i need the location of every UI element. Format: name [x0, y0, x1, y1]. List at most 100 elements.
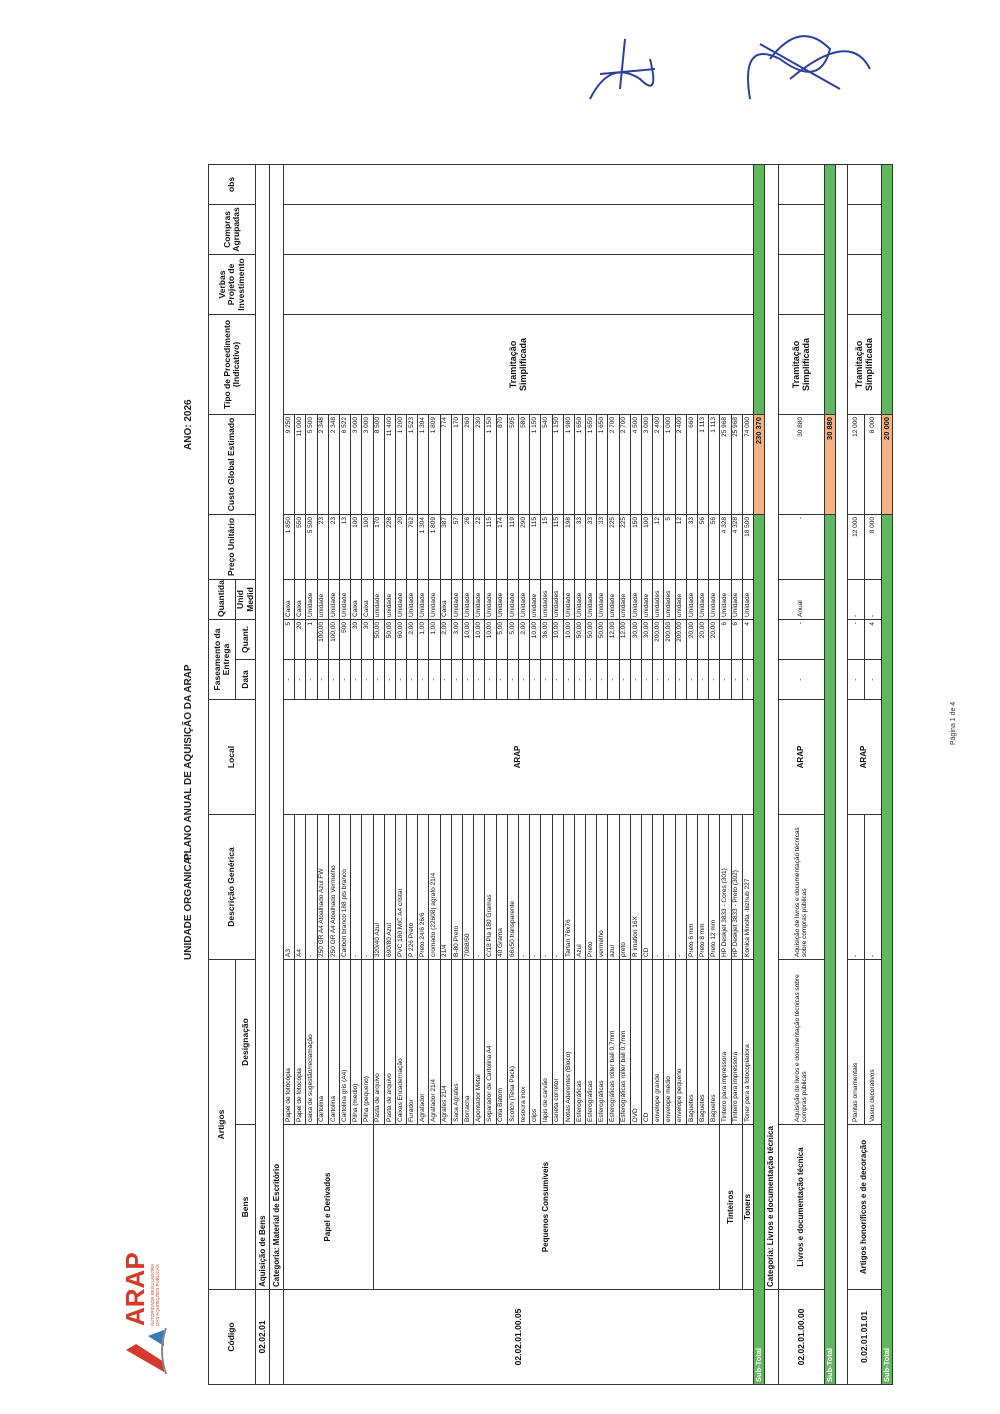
cell: 225 — [607, 514, 620, 580]
cell: 2,00 — [440, 619, 452, 660]
group-name: Pequenos Consumíveis — [373, 1124, 720, 1290]
cell: Plantas ornamentais — [847, 959, 865, 1125]
cell: - — [596, 659, 608, 700]
cell: 4 — [864, 619, 882, 660]
cell: 11 000 — [294, 414, 306, 515]
group-name: Artigos honoríficos e de decoração — [847, 1124, 882, 1290]
cell: Aquisição de livros e documentação técni… — [778, 959, 825, 1125]
cell: - — [731, 659, 743, 700]
header-cell: Compras Agrupadas — [208, 204, 256, 255]
cell: 2 400 — [675, 414, 687, 515]
cell: 60,00 — [395, 619, 407, 660]
cell: 1 304 — [417, 414, 429, 515]
subtotal-label: Sub-Total — [881, 514, 893, 1385]
cell: 1 150 — [552, 414, 564, 515]
cell: - — [652, 659, 664, 700]
cell: 30,00 — [630, 619, 642, 660]
cell: unidades — [663, 579, 676, 620]
cell: 119 — [507, 514, 519, 580]
cell: Borracha — [462, 959, 474, 1125]
item-code: 02.02.01.00.00 — [778, 1289, 825, 1385]
cell: unidade — [675, 579, 687, 620]
cell: lápis de carvão — [540, 959, 552, 1125]
cell: 18 500 — [742, 514, 754, 580]
cell: unidade — [619, 579, 631, 620]
cell: 1 200 — [395, 414, 407, 515]
table-row: Código Artigos Descrição Genérica Local Fase… — [208, 164, 256, 1385]
cell: 100 — [361, 514, 373, 580]
cell: Separador de Cartolina A4 — [484, 959, 497, 1125]
cell: - — [847, 659, 865, 700]
cell — [847, 164, 882, 205]
cell: - — [585, 659, 597, 700]
cell: Unidade — [596, 579, 608, 620]
header-cell: Local — [208, 699, 256, 815]
cell: - — [719, 659, 731, 700]
cell: - — [518, 814, 530, 960]
cell: Cartolina — [328, 959, 340, 1125]
cell — [778, 254, 825, 315]
cell: 2 348 — [328, 414, 340, 515]
cell: - — [641, 659, 653, 700]
cell: 115 — [552, 514, 564, 580]
cell: Unidade — [574, 579, 586, 620]
cell: 1 850 — [283, 514, 295, 580]
group-name: Tinteiros — [719, 1124, 743, 1290]
cell: - — [540, 659, 552, 700]
cell: 3 000 — [350, 414, 362, 515]
header-cell: Data — [235, 659, 256, 700]
cell: 50,00 — [585, 619, 597, 660]
cell: 228 — [384, 514, 396, 580]
cell: azul — [607, 814, 620, 960]
cell: 7088/50 — [462, 814, 474, 960]
cell: Unidade — [686, 579, 698, 620]
cell: - — [864, 814, 882, 960]
cell: 660 — [686, 414, 698, 515]
cell: 57 — [451, 514, 463, 580]
page-number: Página 1 de 4 — [950, 701, 957, 745]
cell: 2 700 — [607, 414, 620, 515]
cell: Preto 12 mm — [708, 814, 720, 960]
cell: 198 — [563, 514, 575, 580]
subtotal-value: 30 880 — [824, 414, 836, 515]
cell: Unidade — [563, 579, 575, 620]
procedure: Tramitação Simplificada — [283, 314, 754, 415]
cell: Esferográficas — [585, 959, 597, 1125]
cell: 30,00 — [641, 619, 653, 660]
table-row: 02.02.01.00.05 Papel e Derivados Papel de … — [283, 164, 754, 1385]
cell: 387 — [440, 514, 452, 580]
cell: - — [384, 659, 396, 700]
cell: 200,00 — [652, 619, 664, 660]
cell: 4 500 — [630, 414, 642, 515]
cell: unidades — [540, 579, 552, 620]
cell: 56 — [708, 514, 720, 580]
cell: unidade — [607, 579, 620, 620]
header-cell: obs — [208, 164, 256, 205]
local: ARAP — [778, 699, 825, 815]
cell: 2 348 — [317, 414, 329, 515]
cell: 6 522 — [339, 414, 351, 515]
cell: - — [778, 514, 825, 580]
cell: 2 400 — [652, 414, 664, 515]
cell: - — [305, 814, 318, 960]
cell: R imation 16X — [630, 814, 642, 960]
cell: - — [317, 659, 329, 700]
cell: Toner para a fotocopiadora — [742, 959, 754, 1125]
cell: 23 — [317, 514, 329, 580]
cell: Azul — [574, 814, 586, 960]
header-cell: Designação — [235, 959, 256, 1125]
cell: unidade — [384, 579, 396, 620]
cell: Unidade — [518, 579, 530, 620]
cell: Cartolina gris (A4) — [339, 959, 351, 1125]
cell: - — [663, 814, 676, 960]
cell: Pasta de arquivo — [373, 959, 385, 1125]
procedure: Tramitação Simplificada — [847, 314, 882, 415]
cell: 25 968 — [731, 414, 743, 515]
table-row: 0.02.01.01.01 Artigos honoríficos e de de… — [847, 164, 882, 1385]
cell: - — [563, 659, 575, 700]
cell: Unidade — [328, 579, 340, 620]
cell: envelope grande — [652, 959, 664, 1125]
cell: 100,00 — [328, 619, 340, 660]
cell: Scotch (Tesa Pack) — [507, 959, 519, 1125]
cell: 1 523 — [406, 414, 418, 515]
